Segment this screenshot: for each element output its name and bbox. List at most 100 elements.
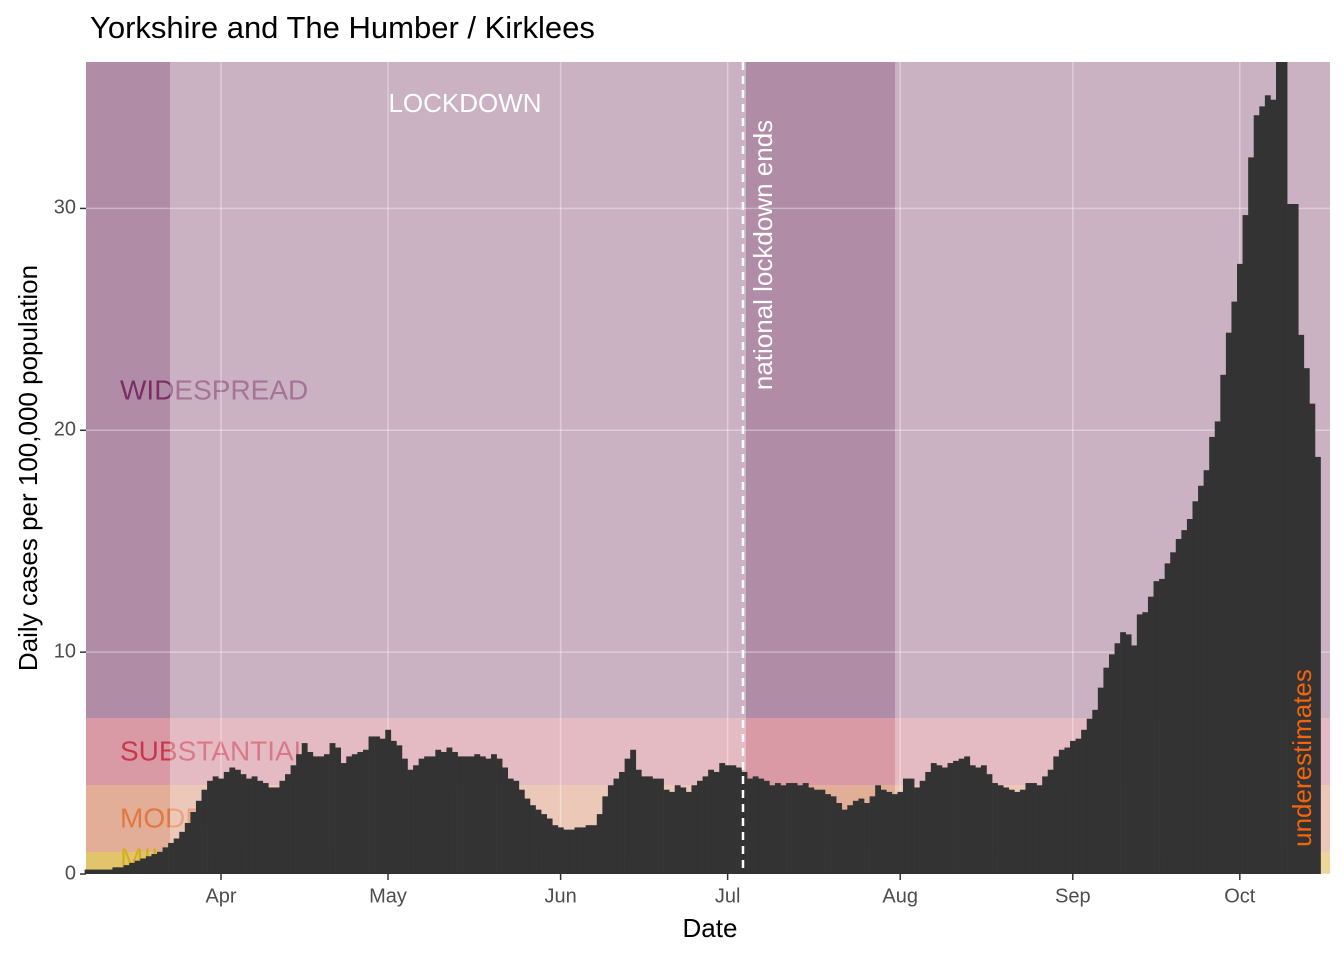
bar: [1047, 769, 1054, 874]
bar: [301, 743, 308, 874]
bar: [385, 729, 392, 874]
bar: [106, 869, 113, 874]
x-tick-label: May: [369, 885, 407, 907]
bar: [223, 771, 230, 874]
bar: [529, 805, 536, 874]
bar: [986, 774, 993, 874]
bars: [84, 62, 1321, 875]
bar: [1231, 301, 1238, 874]
bar: [568, 829, 575, 874]
bar: [1058, 749, 1065, 874]
bar: [201, 789, 208, 874]
bar: [819, 789, 826, 874]
bar: [518, 789, 525, 874]
bar: [1103, 667, 1110, 874]
bar: [969, 765, 976, 874]
bar: [140, 858, 147, 874]
bar: [285, 774, 291, 874]
bar: [168, 842, 174, 874]
bar: [1170, 552, 1177, 874]
bar: [591, 825, 598, 874]
bar: [524, 798, 531, 874]
bar: [763, 780, 770, 874]
bar: [786, 783, 792, 874]
bar: [992, 783, 998, 874]
bar: [847, 805, 854, 874]
bar: [1209, 436, 1216, 874]
bar: [724, 765, 731, 874]
y-axis-title: Daily cases per 100,000 population: [13, 265, 43, 671]
bar: [1114, 643, 1121, 874]
band-label: SUBSTANTIAL: [120, 735, 309, 766]
bar: [1086, 718, 1093, 874]
bar: [980, 765, 987, 874]
bar: [947, 763, 954, 874]
bar: [596, 814, 603, 874]
bar: [212, 776, 219, 874]
bar: [1198, 485, 1204, 874]
bar: [680, 787, 687, 874]
bar: [468, 756, 475, 874]
bar: [735, 767, 742, 874]
annotation: LOCKDOWN: [388, 88, 541, 118]
bar: [318, 756, 325, 874]
bar: [652, 778, 659, 874]
bar: [1153, 581, 1160, 874]
x-tick-label: Jun: [544, 885, 576, 907]
bar: [1270, 99, 1277, 875]
bar: [780, 785, 787, 874]
bar: [930, 763, 937, 874]
bar: [262, 783, 269, 874]
bar: [841, 809, 848, 874]
annotation: national lockdown ends: [748, 120, 778, 390]
bar: [1303, 368, 1310, 874]
bar: [1042, 776, 1049, 874]
bar: [435, 749, 442, 874]
bar: [195, 800, 202, 874]
bar: [1281, 62, 1288, 874]
bar: [413, 765, 419, 874]
bar: [251, 776, 258, 874]
bar: [1225, 332, 1232, 875]
bar: [1031, 783, 1037, 874]
bar: [1298, 334, 1305, 874]
bar: [958, 758, 965, 874]
bar: [1120, 632, 1126, 874]
bar: [813, 789, 820, 874]
bar: [535, 809, 542, 874]
x-tick-label: Sep: [1055, 885, 1091, 907]
bar: [485, 758, 492, 874]
bar: [836, 803, 843, 874]
bar: [897, 791, 904, 874]
bar: [719, 763, 726, 874]
bar: [797, 785, 804, 874]
bar: [908, 778, 915, 874]
bar: [752, 776, 759, 874]
bar: [1092, 709, 1099, 874]
bar: [1064, 747, 1071, 874]
bar: [123, 865, 130, 874]
bar: [713, 771, 720, 874]
bar: [268, 787, 275, 874]
bar: [1309, 403, 1316, 874]
bar: [730, 765, 737, 874]
bar: [602, 796, 609, 874]
bar: [563, 829, 570, 874]
bar: [875, 785, 882, 874]
y-tick-label: 20: [54, 419, 76, 441]
bar: [1075, 738, 1082, 874]
bar: [368, 736, 375, 874]
bar: [613, 778, 620, 874]
bar: [1314, 456, 1321, 874]
bar: [802, 783, 809, 874]
bar: [112, 867, 119, 874]
bar: [357, 751, 364, 874]
bar: [418, 758, 425, 874]
bar: [407, 769, 414, 874]
bar: [374, 736, 380, 874]
bar: [513, 780, 520, 874]
bar: [491, 754, 497, 874]
bar: [1025, 783, 1032, 874]
bar: [1108, 654, 1115, 874]
bar: [1237, 263, 1243, 874]
